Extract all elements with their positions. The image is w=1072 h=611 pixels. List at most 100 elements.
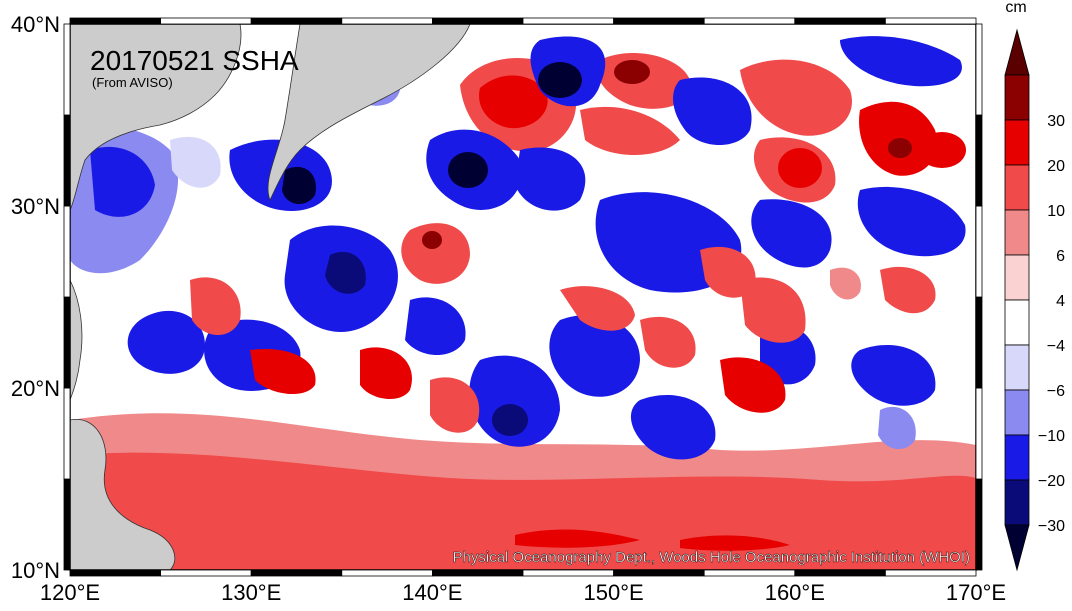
frame-bar	[341, 17, 433, 25]
lat-axis: 10°N 20°N 30°N 40°N	[11, 12, 60, 583]
colorbar-tick-label: 30	[1047, 113, 1065, 130]
land-philippines	[70, 418, 176, 570]
anomaly-region	[90, 146, 155, 217]
colorbar-tick-label: −10	[1038, 428, 1065, 445]
frame-bar	[63, 23, 71, 116]
frame-bar	[250, 569, 343, 577]
lat-tick-label: 40°N	[11, 12, 60, 37]
anomaly-region	[673, 77, 752, 145]
colorbar-bin	[1004, 74, 1030, 121]
frame-bar	[63, 114, 71, 207]
credit-text: Physical Oceanography Dept., Woods Hole …	[453, 549, 970, 566]
colorbar-bin	[1004, 434, 1030, 481]
anomaly-region	[680, 535, 790, 551]
land-japan	[267, 24, 471, 201]
colorbar-tick-label: 20	[1047, 158, 1065, 175]
colorbar-tick-label: −30	[1038, 518, 1065, 535]
frame-bar	[885, 569, 977, 577]
anomaly-region	[515, 147, 586, 211]
frame-bar	[160, 17, 252, 25]
colorbar-bin	[1004, 254, 1030, 301]
anomaly-region	[888, 138, 912, 158]
colorbar-unit: cm	[1005, 0, 1026, 16]
lon-tick-label: 120°E	[40, 580, 100, 605]
anomaly-region	[422, 231, 442, 249]
anomaly-region	[740, 59, 852, 136]
frame-bar	[341, 569, 433, 577]
frame-bar	[975, 387, 983, 480]
lon-tick-label: 150°E	[584, 580, 644, 605]
anomaly-region	[640, 316, 696, 368]
anomaly-region	[538, 62, 582, 98]
frame-bar	[69, 569, 161, 577]
map-frame-bars	[63, 17, 983, 577]
anomaly-region	[830, 267, 861, 300]
anomaly-region	[469, 355, 560, 447]
anomaly-region	[614, 60, 650, 84]
anomaly-region	[560, 286, 635, 331]
lon-tick-label: 160°E	[765, 580, 825, 605]
anomaly-region	[190, 277, 241, 335]
colorbar-tick-label: −4	[1047, 338, 1065, 355]
colorbar-bin	[1004, 389, 1030, 436]
anomaly-region	[778, 148, 822, 188]
anomaly-region	[740, 277, 806, 343]
anomaly-region	[857, 186, 966, 257]
anomaly-region	[250, 349, 316, 395]
map-title: 20170521 SSHA	[90, 45, 299, 76]
frame-bar	[63, 387, 71, 480]
frame-bar	[975, 23, 983, 116]
anomaly-region	[580, 106, 680, 155]
frame-bar	[975, 296, 983, 389]
frame-bar	[63, 478, 71, 571]
frame-bar	[431, 17, 524, 25]
frame-bar	[69, 17, 161, 25]
colorbar: cm 30 20 10 6 4 −4 −6 −10 −20 −30	[1004, 0, 1065, 572]
land-mainland-asia	[70, 24, 242, 211]
anomaly-region	[430, 377, 480, 433]
frame-bar	[63, 296, 71, 389]
anomaly-region	[492, 404, 528, 436]
lon-tick-label: 130°E	[221, 580, 281, 605]
anomaly-region	[720, 357, 786, 413]
source-note: (From AVISO)	[92, 75, 173, 90]
frame-bar	[613, 17, 705, 25]
lat-tick-label: 30°N	[11, 194, 60, 219]
lon-axis: 120°E 130°E 140°E 150°E 160°E 170°E	[40, 580, 1006, 605]
frame-bar	[250, 17, 343, 25]
frame-bar	[975, 205, 983, 298]
colorbar-bin	[1004, 164, 1030, 211]
frame-bar	[703, 569, 796, 577]
colorbar-bin	[1004, 209, 1030, 256]
frame-bar	[522, 17, 614, 25]
lon-tick-label: 170°E	[946, 580, 1006, 605]
frame-bar	[794, 17, 886, 25]
colorbar-bin	[1004, 28, 1030, 76]
anomaly-region	[840, 36, 962, 87]
colorbar-tick-label: 10	[1047, 203, 1065, 220]
colorbar-bin	[1004, 344, 1030, 391]
anomaly-region	[630, 394, 716, 460]
lat-tick-label: 10°N	[11, 558, 60, 583]
anomaly-region	[479, 75, 548, 129]
frame-bar	[522, 569, 614, 577]
anomaly-region	[515, 529, 640, 548]
land-taiwan	[70, 279, 83, 401]
colorbar-bin	[1004, 479, 1030, 526]
anomaly-region	[360, 347, 412, 400]
anomaly-region	[405, 297, 466, 355]
colorbar-tick-label: −20	[1038, 473, 1065, 490]
anomaly-region	[282, 166, 316, 205]
anomaly-region	[880, 266, 936, 314]
frame-bar	[703, 17, 796, 25]
frame-bar	[975, 114, 983, 207]
anomaly-region	[751, 199, 832, 268]
colorbar-bin	[1004, 524, 1030, 572]
frame-bar	[160, 569, 252, 577]
frame-bar	[431, 569, 524, 577]
anomaly-region	[325, 251, 366, 294]
anomaly-region	[878, 406, 916, 450]
lon-tick-label: 140°E	[402, 580, 462, 605]
